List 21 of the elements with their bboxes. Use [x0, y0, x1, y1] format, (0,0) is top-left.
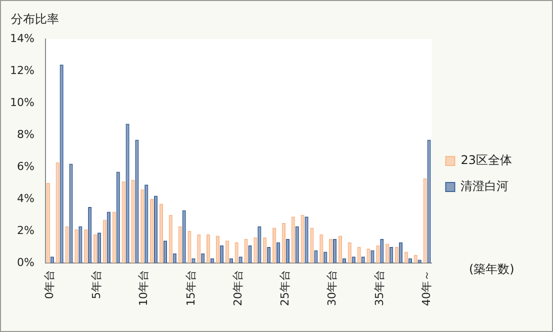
x-tick-label: 25年台 [278, 270, 292, 306]
y-tick-label: 8% [16, 128, 34, 141]
y-axis-title: 分布比率 [11, 11, 59, 28]
legend-label: 清澄白河 [460, 179, 509, 194]
x-tick-label: 10年台 [137, 270, 150, 306]
x-tick-label: 30年台 [326, 270, 339, 306]
x-tick-label: 40年～ [420, 270, 433, 306]
y-tick-label: 0% [16, 256, 34, 269]
x-tick-label: 15年台 [184, 270, 198, 306]
x-tick-label: 20年台 [231, 270, 244, 306]
y-tick-label: 12% [10, 64, 34, 77]
x-axis-title: (築年数) [469, 261, 514, 278]
legend-label: 23区全体 [460, 153, 512, 168]
y-tick-label: 6% [16, 160, 34, 173]
x-tick-label: 0年台 [43, 270, 56, 300]
y-tick-label: 2% [16, 224, 34, 237]
x-tick-label: 35年台 [372, 270, 386, 306]
y-tick-label: 14% [10, 32, 34, 45]
y-tick-label: 4% [16, 192, 34, 205]
x-tick-label: 5年台 [90, 270, 104, 300]
y-tick-label: 10% [10, 96, 34, 109]
